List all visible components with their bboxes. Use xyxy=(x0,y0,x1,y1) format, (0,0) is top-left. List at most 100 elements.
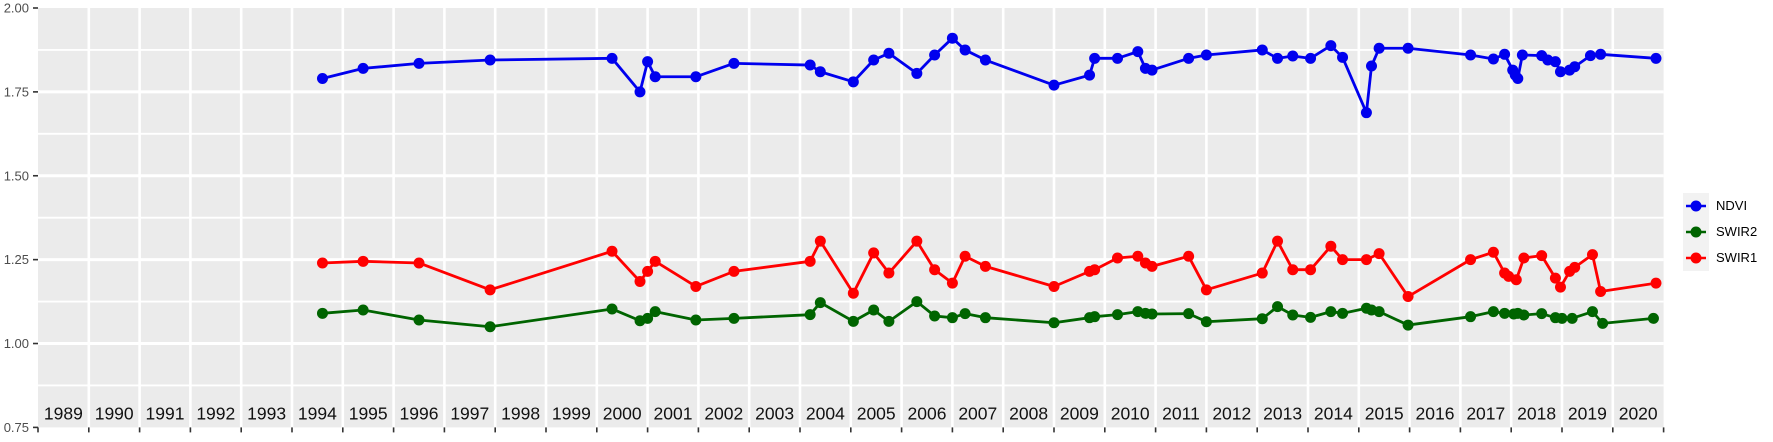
data-point-swir1 xyxy=(1272,235,1284,247)
data-point-swir1 xyxy=(1337,254,1349,266)
data-point-swir2 xyxy=(357,304,369,316)
data-point-ndvi xyxy=(1132,46,1144,58)
data-point-swir1 xyxy=(946,277,958,289)
data-point-swir1 xyxy=(1146,260,1158,272)
data-point-ndvi xyxy=(1584,50,1596,62)
data-point-swir1 xyxy=(868,247,880,259)
data-point-ndvi xyxy=(1112,52,1123,64)
data-point-ndvi xyxy=(804,59,816,71)
data-point-swir2 xyxy=(316,307,328,319)
data-point-swir1 xyxy=(1554,281,1566,293)
data-point-swir2 xyxy=(1373,306,1385,318)
x-axis-year-label: 2016 xyxy=(1416,403,1455,423)
data-point-swir1 xyxy=(1518,252,1530,264)
data-point-swir2 xyxy=(1586,306,1598,318)
data-point-swir1 xyxy=(1487,246,1499,258)
x-axis-year-label: 2017 xyxy=(1466,403,1505,423)
x-axis-year-label: 2018 xyxy=(1517,403,1556,423)
data-point-ndvi xyxy=(929,49,941,61)
data-point-swir1 xyxy=(413,257,425,269)
data-point-ndvi xyxy=(1272,52,1284,64)
legend-item-ndvi: NDVI xyxy=(1683,193,1757,219)
data-point-swir2 xyxy=(1146,308,1158,320)
data-point-swir2 xyxy=(883,315,895,327)
data-point-swir1 xyxy=(1373,248,1385,260)
x-axis-year-label: 2008 xyxy=(1009,403,1048,423)
data-point-swir2 xyxy=(1647,312,1659,324)
data-point-ndvi xyxy=(1287,50,1299,62)
y-axis-label: 1.50 xyxy=(4,168,29,183)
legend-key-swir2 xyxy=(1683,219,1709,245)
data-point-ndvi xyxy=(979,54,991,66)
line-point-icon xyxy=(1683,245,1709,271)
data-point-ndvi xyxy=(1516,49,1528,61)
data-point-swir2 xyxy=(1337,307,1349,319)
data-point-swir1 xyxy=(484,284,496,296)
data-point-ndvi xyxy=(1595,48,1607,60)
data-point-ndvi xyxy=(1487,53,1499,65)
x-axis-year-label: 2015 xyxy=(1365,403,1404,423)
x-axis-year-label: 2010 xyxy=(1111,403,1150,423)
data-point-ndvi xyxy=(1465,49,1477,61)
x-axis-year-label: 1998 xyxy=(501,403,540,423)
data-point-swir1 xyxy=(1112,252,1123,264)
data-point-ndvi xyxy=(883,47,895,59)
data-point-swir2 xyxy=(1499,307,1511,319)
legend-label: SWIR1 xyxy=(1716,250,1758,265)
data-point-swir2 xyxy=(959,308,971,320)
data-point-swir2 xyxy=(642,312,654,324)
x-axis-year-label: 2012 xyxy=(1212,403,1251,423)
data-point-swir1 xyxy=(959,250,971,262)
data-point-ndvi xyxy=(1512,72,1524,84)
data-point-swir1 xyxy=(804,255,816,267)
data-point-swir1 xyxy=(1132,250,1144,262)
data-point-ndvi xyxy=(728,57,740,69)
x-axis-year-label: 1989 xyxy=(44,403,83,423)
data-point-swir2 xyxy=(1487,306,1499,318)
data-point-ndvi xyxy=(1554,66,1566,78)
data-point-swir1 xyxy=(1465,254,1477,266)
data-point-swir1 xyxy=(1402,291,1414,303)
data-point-swir2 xyxy=(847,315,859,327)
data-point-swir2 xyxy=(1183,308,1195,320)
line-point-icon xyxy=(1683,219,1709,245)
data-point-swir2 xyxy=(606,303,618,315)
data-point-swir2 xyxy=(1465,311,1477,323)
data-point-swir2 xyxy=(690,314,702,326)
x-axis-year-label: 2002 xyxy=(704,403,743,423)
data-point-ndvi xyxy=(649,71,661,83)
data-point-swir1 xyxy=(1200,284,1212,296)
data-point-swir1 xyxy=(642,265,654,277)
legend-label: SWIR2 xyxy=(1716,224,1758,239)
data-point-swir1 xyxy=(357,255,369,267)
data-point-ndvi xyxy=(316,72,328,84)
x-axis-year-label: 2019 xyxy=(1568,403,1607,423)
legend-key-ndvi xyxy=(1683,193,1709,219)
data-point-ndvi xyxy=(1337,51,1349,63)
data-point-ndvi xyxy=(814,66,826,78)
x-axis-year-label: 1993 xyxy=(247,403,286,423)
data-point-swir2 xyxy=(929,310,941,322)
x-axis-year-label: 2009 xyxy=(1060,403,1099,423)
legend-item-swir2: SWIR2 xyxy=(1683,219,1757,245)
data-point-swir1 xyxy=(634,275,646,287)
data-point-swir2 xyxy=(911,296,923,308)
data-point-swir2 xyxy=(484,321,496,333)
data-point-swir2 xyxy=(649,306,661,318)
data-point-swir2 xyxy=(1325,306,1337,318)
legend: NDVI SWIR2 SWIR1 xyxy=(1683,193,1757,271)
x-axis-year-label: 2013 xyxy=(1263,403,1302,423)
y-axis-label: 1.75 xyxy=(4,84,29,99)
data-point-ndvi xyxy=(1402,42,1414,54)
data-point-swir2 xyxy=(868,304,880,316)
legend-key-swir1 xyxy=(1683,245,1709,271)
data-point-ndvi xyxy=(959,44,971,56)
data-point-swir1 xyxy=(979,260,991,272)
data-point-swir2 xyxy=(1112,309,1123,321)
data-point-ndvi xyxy=(1360,107,1372,119)
data-point-ndvi xyxy=(1499,48,1511,60)
x-axis-year-label: 2000 xyxy=(603,403,642,423)
data-point-swir2 xyxy=(1556,312,1568,324)
data-point-swir1 xyxy=(847,287,859,299)
data-point-swir2 xyxy=(413,314,425,326)
